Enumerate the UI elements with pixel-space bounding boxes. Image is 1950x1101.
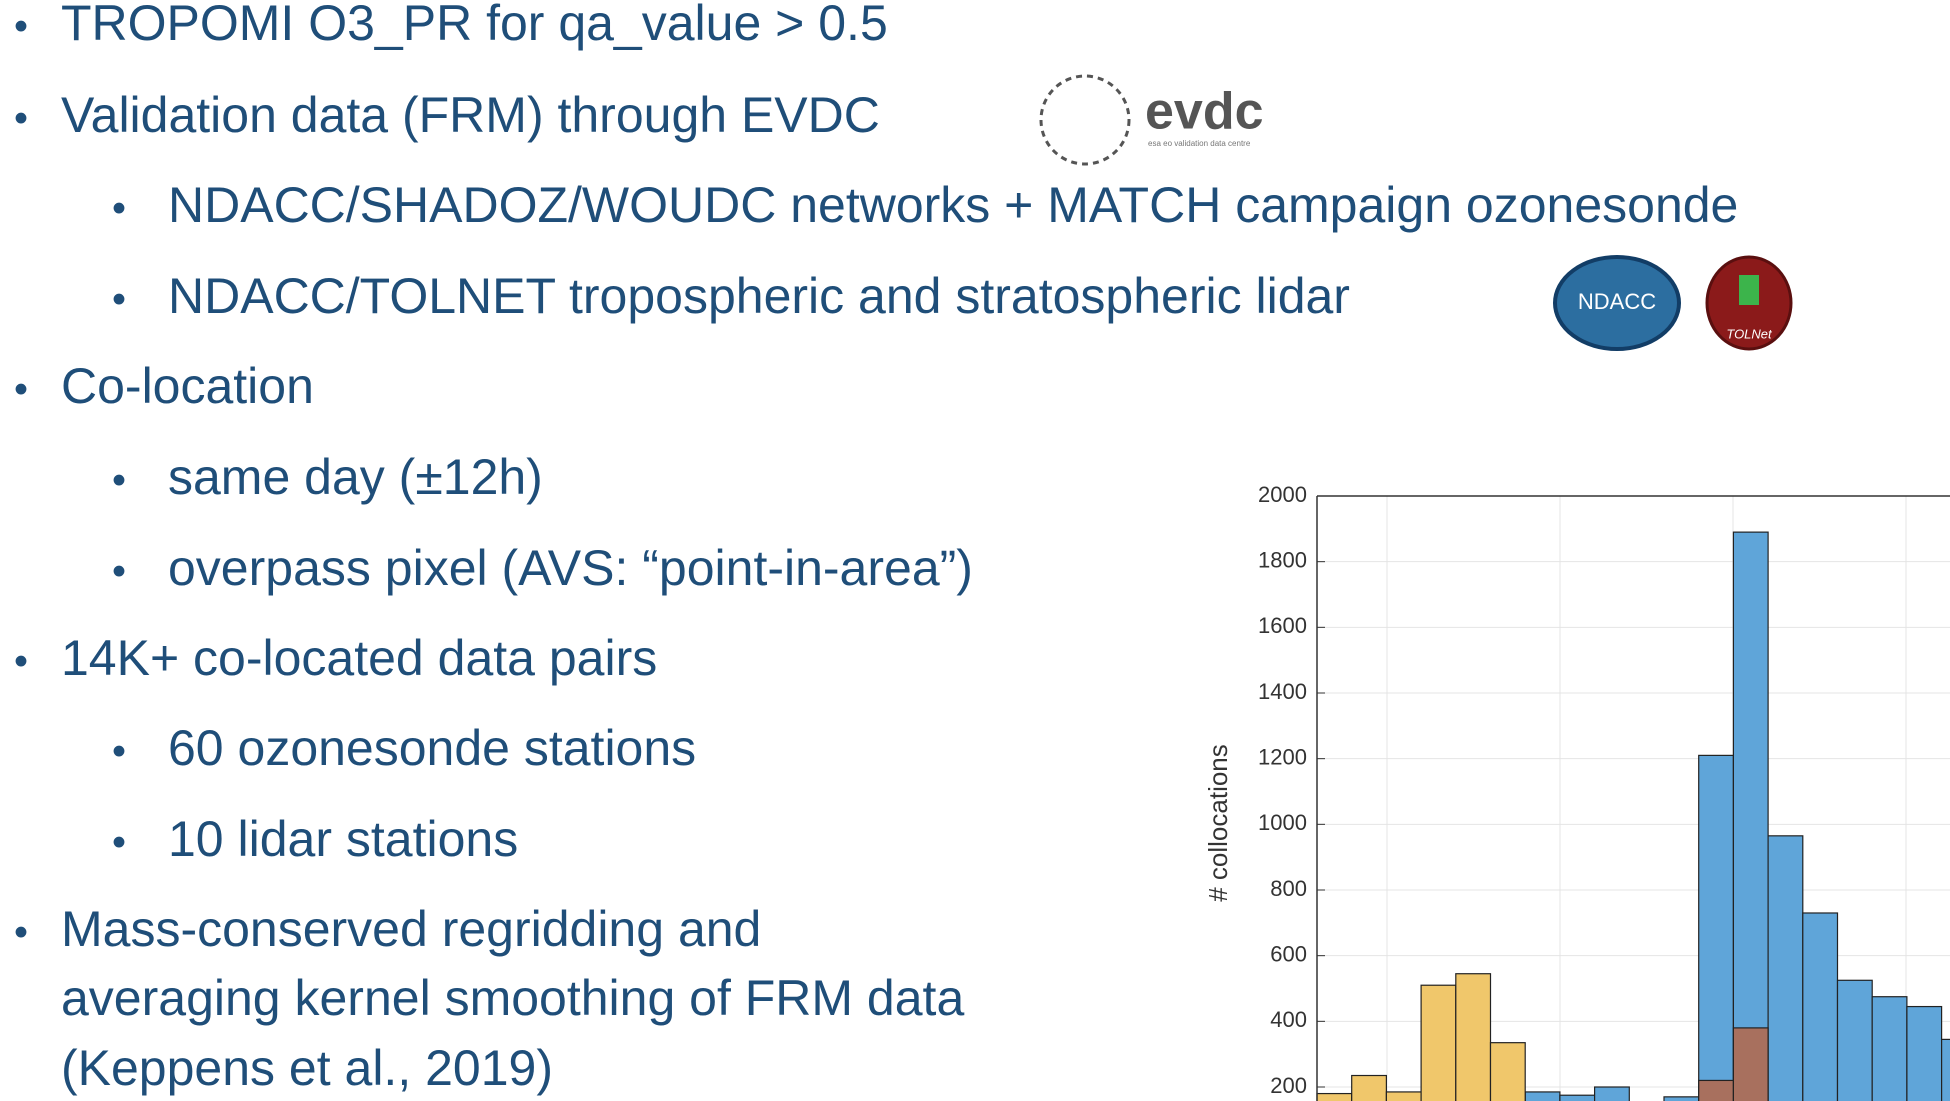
bullet-dot: •	[112, 550, 126, 594]
bar	[1698, 754, 1734, 1101]
globe-icon	[1039, 74, 1131, 166]
bar	[1940, 1038, 1950, 1101]
bullet-dot: •	[14, 97, 28, 141]
tolnet-icon	[1739, 275, 1759, 305]
bullet-dot: •	[112, 730, 126, 774]
bullet-text: 14K+ co-located data pairs	[61, 630, 657, 686]
bar	[1767, 835, 1804, 1101]
bullet-text: Validation data (FRM) through EVDC	[61, 87, 880, 143]
bullet-text: averaging kernel smoothing of FRM data	[61, 970, 964, 1026]
ndacc-text: NDACC	[1578, 289, 1656, 314]
y-tick-label: 200	[1270, 1073, 1307, 1098]
bar	[1524, 1091, 1561, 1101]
bar	[1351, 1074, 1387, 1101]
bullet-text: NDACC/SHADOZ/WOUDC networks + MATCH camp…	[168, 177, 1738, 233]
bullet-text: 10 lidar stations	[168, 811, 518, 867]
bullet-dot: •	[14, 5, 28, 49]
bullet-text: NDACC/TOLNET tropospheric and stratosphe…	[168, 268, 1350, 324]
bar	[1698, 1079, 1734, 1101]
bullet-text: Co-location	[61, 358, 314, 414]
bar	[1732, 1027, 1769, 1101]
bullet-text: (Keppens et al., 2019)	[61, 1040, 553, 1096]
bar	[1385, 1091, 1422, 1101]
ndacc-badge	[1553, 255, 1681, 351]
bullet-dot: •	[14, 640, 28, 684]
bar	[1802, 912, 1839, 1101]
y-tick-label: 1400	[1258, 679, 1307, 704]
bullet-dot: •	[112, 459, 126, 503]
y-axis-label: # collocations	[1203, 744, 1233, 902]
bullet-dot: •	[112, 187, 126, 231]
y-tick-label: 800	[1270, 876, 1307, 901]
evdc-logo: evdc esa eo validation data centre	[1039, 74, 1264, 166]
bar	[1871, 996, 1908, 1101]
bar	[1593, 1086, 1630, 1101]
y-tick-label: 600	[1270, 941, 1307, 966]
bullet-text: overpass pixel (AVS: “point-in-area”)	[168, 540, 973, 596]
bar	[1663, 1096, 1700, 1101]
y-tick-label: 1800	[1258, 547, 1307, 572]
y-tick-label: 400	[1270, 1007, 1307, 1032]
bullet-dot: •	[112, 278, 126, 322]
bullet-dot: •	[14, 368, 28, 412]
bullet-text: 60 ozonesonde stations	[168, 720, 696, 776]
y-tick-label: 2000	[1258, 482, 1307, 507]
histogram: 200 400 600 800 1000 1200 1400 1600 1800 2000 # co…	[1203, 482, 1950, 1101]
bar	[1316, 1092, 1353, 1101]
bar	[1732, 531, 1769, 1101]
bullet-dot: •	[112, 821, 126, 865]
bar	[1559, 1094, 1596, 1101]
bullet-text: TROPOMI O3_PR for qa_value > 0.5	[61, 0, 888, 51]
tolnet-text: TOLNet	[1726, 326, 1773, 341]
bullet-text: Mass-conserved regridding and	[61, 901, 761, 957]
y-tick-label: 1200	[1258, 744, 1307, 769]
y-tick-label: 1600	[1258, 613, 1307, 638]
bullet-text: same day (±12h)	[168, 449, 543, 505]
bullet-dot: •	[14, 911, 28, 955]
bar	[1489, 1042, 1526, 1101]
evdc-text: evdc	[1145, 83, 1264, 141]
bar	[1420, 984, 1457, 1101]
tolnet-logo: TOLNet	[1705, 255, 1793, 351]
y-tick-label: 1000	[1258, 810, 1307, 835]
bar	[1836, 979, 1873, 1101]
bar	[1455, 973, 1492, 1101]
bar	[1906, 1005, 1943, 1101]
evdc-subtext: esa eo validation data centre	[1148, 139, 1251, 148]
ndacc-logo: NDACC	[1553, 255, 1681, 351]
